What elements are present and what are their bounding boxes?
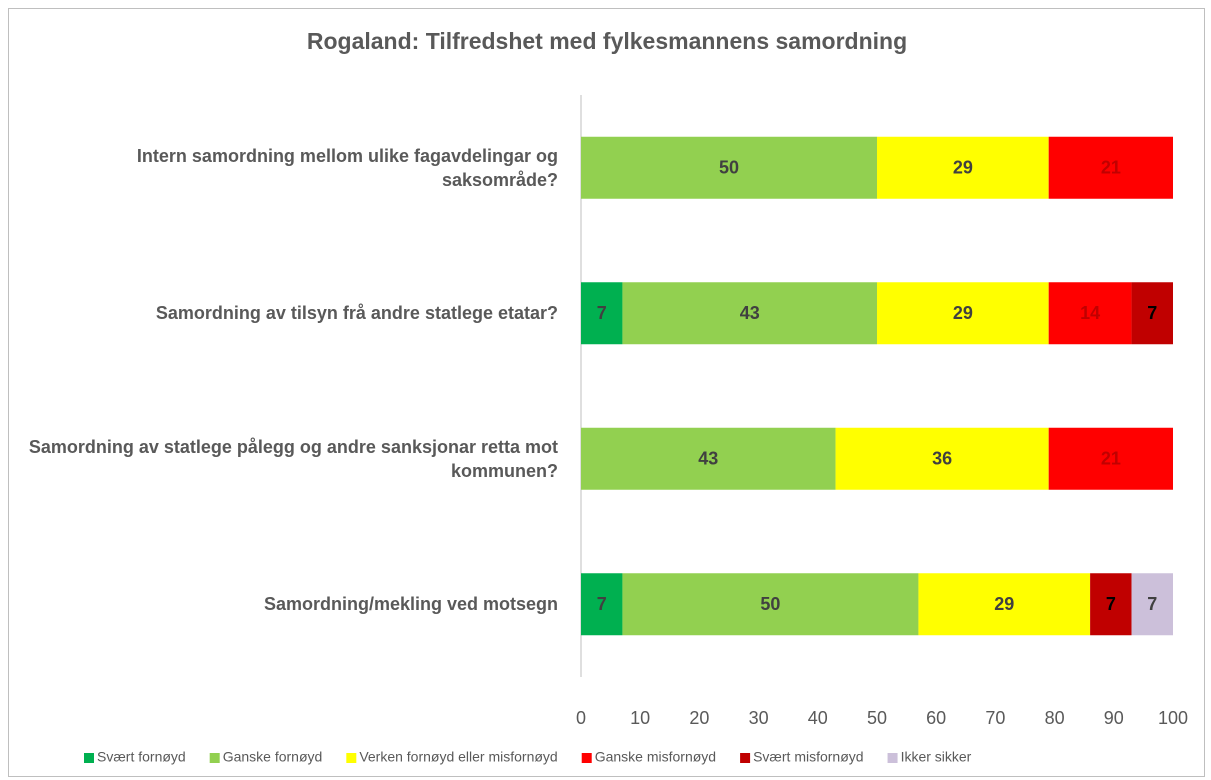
data-label: 21 (1101, 449, 1121, 469)
bar-segment (835, 427, 1049, 490)
data-label: 7 (1147, 303, 1157, 323)
y-tick-label: Samordning av tilsyn frå andre statlege … (155, 303, 558, 324)
bar-segment (581, 427, 836, 490)
y-tick-label: Samordning/mekling ved motsegn (263, 594, 558, 615)
legend-swatch (209, 753, 220, 763)
legend-label: Ganske misfornøyd (595, 749, 716, 765)
data-label: 7 (1106, 594, 1116, 614)
bar-segment (1048, 427, 1173, 490)
data-label: 14 (1080, 303, 1100, 323)
legend-label: Ganske fornøyd (223, 749, 323, 765)
bar-segment (918, 573, 1091, 636)
bar-segment (877, 282, 1049, 345)
data-label: 29 (953, 158, 973, 178)
legend-swatch (887, 753, 898, 763)
bar-segment (1048, 136, 1173, 199)
y-tick-label: Intern samordning mellom ulike fagavdeli… (136, 145, 558, 190)
legend-swatch (581, 753, 592, 763)
data-label: 7 (597, 594, 607, 614)
data-label: 50 (719, 158, 739, 178)
bar-segment (622, 573, 919, 636)
bar-segment (581, 136, 877, 199)
x-tick-label: 50 (867, 708, 887, 728)
x-tick-label: 80 (1045, 708, 1065, 728)
x-tick-label: 20 (689, 708, 709, 728)
legend-label: Verken fornøyd eller misfornøyd (359, 749, 557, 765)
bar-segment (1090, 573, 1132, 636)
x-tick-label: 100 (1158, 708, 1188, 728)
chart-title: Rogaland: Tilfredshet med fylkesmannens … (307, 28, 907, 54)
data-label: 43 (698, 449, 718, 469)
x-tick-label: 10 (630, 708, 650, 728)
bar-segment (1131, 282, 1173, 345)
legend-label: Svært misfornøyd (753, 749, 863, 765)
bar-segment (1048, 282, 1132, 345)
bar-segment (1131, 573, 1173, 636)
y-tick-label: Samordning av statlege pålegg og andre s… (28, 436, 558, 481)
x-tick-label: 90 (1104, 708, 1124, 728)
x-tick-label: 0 (576, 708, 586, 728)
bar-segment (877, 136, 1049, 199)
data-label: 7 (1147, 594, 1157, 614)
x-tick-label: 70 (985, 708, 1005, 728)
bar-segment (622, 282, 877, 345)
legend-swatch (84, 753, 94, 763)
legend-swatch (740, 753, 751, 763)
data-label: 43 (740, 303, 760, 323)
legend-label: Svært fornøyd (97, 749, 186, 765)
x-tick-label: 30 (749, 708, 769, 728)
data-label: 7 (597, 303, 607, 323)
data-label: 50 (760, 594, 780, 614)
chart-border (8, 8, 1205, 777)
legend-label: Ikker sikker (901, 749, 972, 765)
data-label: 36 (932, 449, 952, 469)
data-label: 21 (1101, 158, 1121, 178)
x-tick-label: 40 (808, 708, 828, 728)
bar-segment (581, 573, 623, 636)
data-label: 29 (953, 303, 973, 323)
bar-segment (581, 282, 623, 345)
x-tick-label: 60 (926, 708, 946, 728)
legend-swatch (346, 753, 357, 763)
data-label: 29 (994, 594, 1014, 614)
